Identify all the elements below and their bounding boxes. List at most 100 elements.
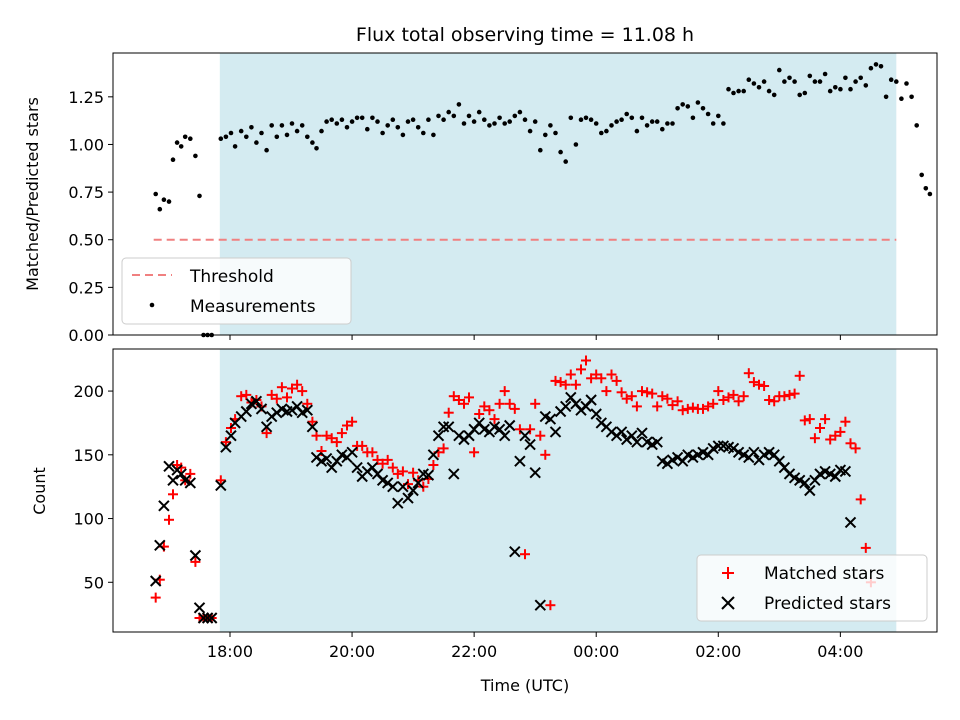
- matched-star-point: [809, 433, 820, 444]
- matched-star-point: [271, 393, 282, 404]
- matched-star-point: [276, 382, 287, 393]
- matched-star-point: [647, 388, 658, 399]
- matched-star-point: [713, 386, 724, 397]
- matched-star-point: [499, 386, 510, 397]
- predicted-star-point: [448, 468, 460, 480]
- measurement-point: [700, 106, 706, 111]
- measurement-point: [660, 126, 665, 132]
- measurement-point: [446, 109, 452, 115]
- matched-star-point: [302, 398, 313, 409]
- measurement-point: [400, 132, 406, 138]
- matched-star-point: [474, 409, 485, 419]
- matched-star-point: [321, 430, 332, 441]
- top-plot-frame: [112, 52, 938, 336]
- measurement-point: [558, 149, 563, 155]
- measurement-point: [604, 128, 609, 134]
- measurement-point: [174, 140, 180, 145]
- matched-star-point: [820, 414, 831, 425]
- matched-star-point: [164, 514, 174, 525]
- predicted-star-point: [519, 429, 531, 442]
- measurement-point: [527, 128, 533, 134]
- measurement-point: [497, 115, 502, 121]
- matched-star-point: [794, 370, 805, 381]
- matched-star-point: [601, 386, 612, 397]
- matched-star-point: [428, 460, 439, 470]
- measurement-point: [466, 113, 472, 119]
- bottom-x-ticks: 18:00 20:00 22:00 00:00 02:00 04:00: [207, 632, 863, 661]
- predicted-star-point: [432, 429, 445, 442]
- measurement-point: [405, 119, 411, 124]
- matched-star-point: [642, 387, 653, 398]
- measurement-point: [426, 117, 431, 122]
- measurement-point: [259, 130, 264, 136]
- measurement-point: [927, 191, 933, 197]
- matched-star-point: [662, 393, 673, 404]
- predicted-star-point: [498, 429, 511, 442]
- matched-star-point: [759, 381, 770, 391]
- measurement-point: [578, 117, 584, 122]
- measurement-point: [487, 123, 492, 128]
- measurement-point: [310, 140, 315, 145]
- measurement-point: [838, 86, 843, 92]
- measurement-point: [802, 90, 808, 96]
- top-y-tick-label: 0.25: [68, 278, 104, 297]
- predicted-star-point: [346, 446, 358, 459]
- legend-matched-label: Matched stars: [764, 564, 884, 584]
- matched-star-point: [464, 392, 474, 403]
- legend-measurements-label: Measurements: [190, 297, 316, 317]
- measurement-point: [741, 88, 746, 94]
- measurement-point: [170, 157, 176, 162]
- predicted-star-point: [154, 539, 166, 552]
- top-legend-box: [121, 257, 352, 325]
- bottom-y-tick-label: 100: [73, 510, 104, 529]
- predicted-star-point: [804, 484, 816, 497]
- measurement-point: [354, 115, 360, 121]
- measurement-point: [665, 121, 670, 126]
- predicted-star-point: [651, 436, 663, 448]
- matched-star-point: [545, 600, 556, 611]
- top-y-axis-label: Matched/Predicted stars: [23, 97, 42, 291]
- measurement-point: [512, 113, 518, 119]
- measurement-point: [161, 197, 167, 202]
- matched-star-point: [469, 447, 480, 458]
- measurement-point: [787, 75, 792, 81]
- top-x-ticks: [229, 335, 841, 340]
- measurement-point: [334, 121, 340, 126]
- matched-star-point: [804, 414, 815, 425]
- measurement-point: [599, 130, 604, 136]
- matched-star-point: [215, 475, 226, 486]
- measurement-point: [451, 113, 457, 119]
- measurement-point: [695, 100, 701, 105]
- measurement-point: [492, 121, 497, 126]
- x-tick-label: 00:00: [573, 642, 619, 661]
- top-legend: Threshold Measurements: [121, 257, 352, 325]
- chart-title: Flux total observing time = 11.08 h: [356, 24, 694, 46]
- matched-star-point: [769, 396, 780, 407]
- measurement-point: [644, 123, 650, 128]
- predicted-star-point: [387, 480, 399, 493]
- matched-star-point: [550, 375, 561, 386]
- predicted-star-point: [351, 461, 363, 474]
- measurement-point: [390, 117, 396, 122]
- predicted-star-point: [631, 436, 643, 448]
- measurement-point: [710, 121, 716, 126]
- matched-star-point: [448, 391, 459, 402]
- predicted-star-point: [636, 427, 648, 439]
- legend-matched-swatch: [722, 567, 734, 579]
- measurement-point: [153, 191, 158, 197]
- measurement-point: [410, 117, 416, 122]
- matched-star-point: [397, 466, 408, 477]
- predicted-star-point: [167, 474, 179, 487]
- predicted-star-point: [184, 477, 197, 489]
- predicted-star-point: [402, 492, 414, 504]
- measurement-point: [904, 81, 909, 86]
- predicted-star-point: [839, 465, 852, 478]
- matched-star-point: [540, 449, 551, 460]
- matched-star-point: [236, 391, 247, 402]
- matched-star-point: [789, 388, 800, 399]
- matched-star-point: [779, 391, 790, 402]
- x-tick-label: 20:00: [329, 642, 375, 661]
- matched-star-point: [168, 489, 178, 500]
- measurement-point: [812, 79, 818, 84]
- measurement-point: [249, 125, 254, 130]
